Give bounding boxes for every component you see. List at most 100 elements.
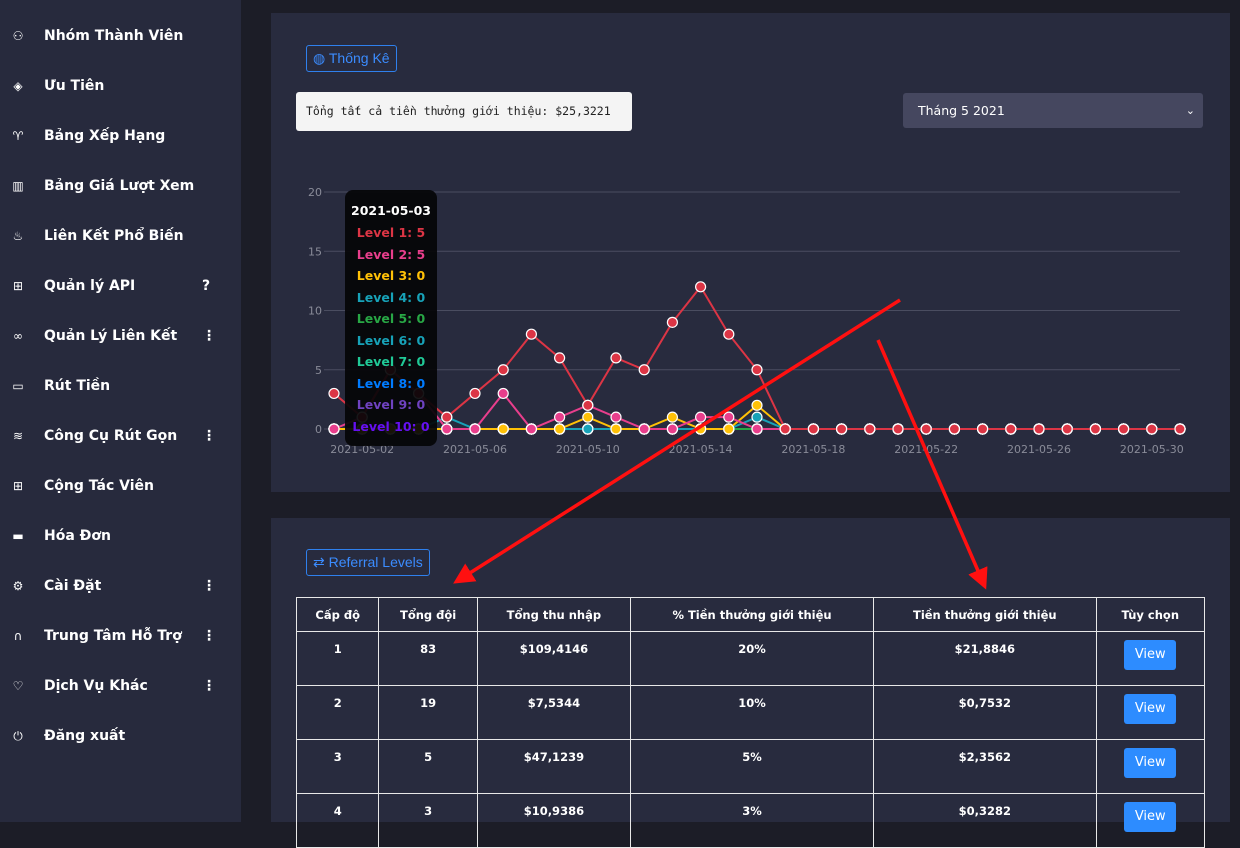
more-options-icon[interactable]: ⋮ [202, 628, 216, 644]
sidebar-item-label: Bảng Xếp Hạng [44, 128, 166, 144]
stats-button-label: Thống Kê [328, 50, 390, 66]
data-point [610, 423, 622, 435]
sidebar-item[interactable]: ◈ Ưu Tiên [0, 66, 241, 106]
data-point [1117, 423, 1130, 435]
sidebar-item[interactable]: ▥ Bảng Giá Lượt Xem [0, 166, 241, 206]
sidebar-item-label: Liên Kết Phổ Biến [44, 228, 184, 244]
more-options-icon[interactable]: ⋮ [202, 578, 216, 594]
table-cell: 10% [629, 685, 875, 740]
sidebar-item[interactable]: ⊞ Quản lý API? [0, 266, 241, 306]
data-point [1089, 423, 1102, 435]
data-point [920, 423, 932, 435]
tooltip-line: Level 1: 5 [356, 225, 426, 240]
data-point [497, 423, 509, 435]
data-point [469, 387, 481, 400]
data-point [694, 281, 707, 293]
x-tick-label: 2021-05-02 [330, 443, 394, 456]
sidebar-item[interactable]: ⚇ Nhóm Thành Viên [0, 16, 241, 56]
table-cell: $0,3282 [873, 793, 1097, 848]
y-tick-label: 15 [308, 245, 322, 258]
table-cell: 83 [378, 631, 478, 686]
referral-levels-label: Referral Levels [328, 554, 423, 570]
y-tick-label: 10 [308, 305, 322, 318]
data-point [638, 364, 650, 376]
x-tick-label: 2021-05-18 [781, 443, 845, 456]
sidebar-item-label: Quản lý API [44, 278, 136, 294]
sidebar-item[interactable]: ⊞ Cộng Tác Viên [0, 466, 241, 506]
data-point [666, 423, 679, 435]
sitemap-icon: ⊞ [12, 279, 24, 293]
tooltip-line: Level 6: 0 [356, 332, 426, 348]
data-point [582, 411, 594, 423]
referral-levels-button[interactable]: ⇄ Referral Levels [306, 549, 430, 576]
data-point [1174, 423, 1186, 435]
view-button[interactable]: View [1124, 748, 1177, 778]
sidebar-item[interactable]: ▭ Rút Tiền [0, 366, 241, 406]
table-cell: 19 [378, 685, 478, 740]
table-cell: 2 [295, 685, 380, 740]
table-cell: $47,1239 [476, 739, 631, 794]
column-header: % Tiền thưởng giới thiệu [629, 597, 875, 632]
view-button[interactable]: View [1124, 694, 1177, 724]
sidebar-item[interactable]: ∩ Trung Tâm Hỗ Trợ ⋮ [0, 616, 241, 656]
data-point [864, 423, 876, 435]
headphones-icon: ∩ [13, 629, 23, 643]
chart-tooltip: 2021-05-03 Level 1: 5 Level 2: 5 Level 3: … [345, 190, 437, 446]
gift-icon: ⊞ [12, 479, 24, 493]
sidebar-item[interactable]: ⏻ Đăng xuất [0, 716, 241, 756]
data-point [751, 399, 763, 411]
table-row: 3 5 $47,1239 5% $2,3562 View [295, 739, 1205, 794]
sidebar-item[interactable]: ▬ Hóa Đơn [0, 516, 241, 556]
x-tick-label: 2021-05-10 [556, 443, 620, 456]
data-point [1146, 423, 1158, 435]
month-select[interactable]: Tháng 5 2021 ⌄ [903, 93, 1203, 128]
table-cell: 1 [295, 631, 380, 686]
sidebar-item[interactable]: ≋ Công Cụ Rút Gọn ⋮ [0, 416, 241, 456]
table-cell: $21,8846 [873, 631, 1097, 686]
data-point [328, 387, 340, 400]
data-point [666, 316, 679, 328]
x-tick-label: 2021-05-22 [894, 443, 958, 456]
chevron-down-icon: ⌄ [1185, 104, 1195, 117]
tooltip-line: Level 8: 0 [356, 375, 426, 391]
tooltip-line: Level 4: 0 [356, 289, 426, 305]
sidebar-item[interactable]: ∞ Quản Lý Liên Kết ⋮ [0, 316, 241, 356]
sidebar-item[interactable]: ⚙ Cài Đặt ⋮ [0, 566, 241, 606]
sidebar-item[interactable]: ♡ Dịch Vụ Khác ⋮ [0, 666, 241, 706]
data-point [553, 423, 566, 435]
view-button[interactable]: View [1124, 802, 1177, 832]
tooltip-line: Level 9: 0 [356, 397, 426, 412]
table-cell: $10,9386 [476, 793, 631, 848]
table-cell: 3 [295, 739, 380, 794]
view-button[interactable]: View [1124, 640, 1177, 670]
data-point [610, 411, 622, 423]
tooltip-line: Level 3: 0 [356, 268, 426, 283]
table-cell: $109,4146 [476, 631, 631, 686]
table-cell: 20% [629, 631, 875, 686]
table-header-row: Cấp độ Tổng đội Tổng thu nhập% Tiền thưởng… [295, 597, 1205, 632]
sidebar-item-label: Quản Lý Liên Kết [44, 328, 178, 344]
data-point [694, 423, 707, 435]
sidebar-item-label: Bảng Giá Lượt Xem [44, 178, 195, 194]
options-cell: View [1095, 793, 1205, 848]
sidebar-item[interactable]: ♈ Bảng Xếp Hạng [0, 116, 241, 156]
more-options-icon[interactable]: ⋮ [202, 328, 216, 344]
total-referral-bonus: Tổng tất cả tiền thưởng giới thiệu: $25,… [296, 92, 632, 131]
referral-levels-table: Cấp độ Tổng đội Tổng thu nhập% Tiền thưởng… [295, 597, 1205, 848]
help-icon[interactable]: ? [202, 278, 211, 294]
month-select-value: Tháng 5 2021 [918, 103, 1005, 118]
y-tick-label: 0 [315, 423, 322, 436]
data-point [328, 423, 340, 435]
more-options-icon[interactable]: ⋮ [202, 428, 216, 444]
sidebar-item[interactable]: ♨ Liên Kết Phổ Biến [0, 216, 241, 256]
sidebar-item-label: Hóa Đơn [44, 528, 111, 544]
y-tick-label: 5 [315, 364, 322, 377]
data-point [441, 423, 453, 435]
data-point [751, 411, 763, 423]
stats-button[interactable]: ◍ Thống Kê [306, 45, 397, 72]
power-icon: ⏻ [13, 728, 23, 743]
more-options-icon[interactable]: ⋮ [202, 678, 216, 694]
table-cell: $2,3562 [873, 739, 1097, 794]
data-point [582, 399, 594, 411]
sidebar-item-label: Đăng xuất [44, 728, 126, 744]
